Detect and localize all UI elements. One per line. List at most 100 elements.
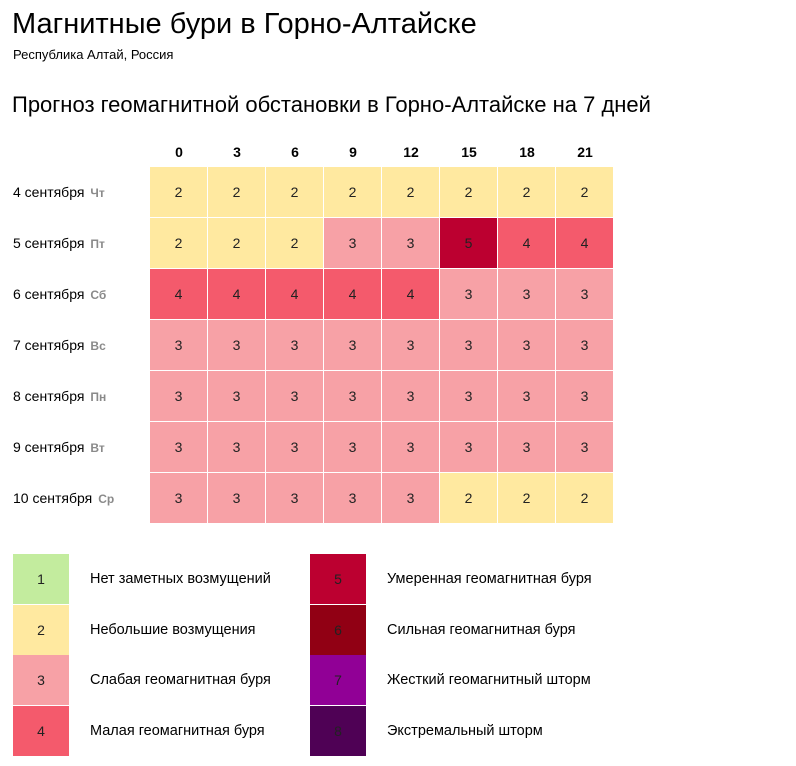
day-label: 5 сентября Пт [13,218,105,268]
legend-swatch: 7 [310,655,366,705]
heatmap-cell: 3 [556,269,613,319]
hour-header: 21 [577,144,593,160]
heatmap-cell: 3 [556,422,613,472]
day-date: 9 сентября [13,439,85,455]
heatmap-cell: 2 [498,167,555,217]
heatmap-cell: 2 [498,473,555,523]
legend-swatch: 4 [13,705,69,756]
heatmap-cell: 2 [440,167,497,217]
day-of-week: Чт [90,186,105,200]
heatmap-cell: 3 [382,422,439,472]
heatmap-cell: 3 [382,371,439,421]
legend-swatch: 8 [310,705,366,756]
heatmap-cell: 3 [440,320,497,370]
hour-header: 0 [175,144,183,160]
legend-item: 8 Экстремальный шторм [310,705,600,756]
heatmap-cell: 4 [556,218,613,268]
heatmap-cell: 3 [498,422,555,472]
hour-header: 9 [349,144,357,160]
heatmap-cell: 3 [208,371,265,421]
heatmap-cell: 4 [150,269,207,319]
heatmap-cell: 3 [498,320,555,370]
heatmap-cell: 3 [324,218,381,268]
heatmap-cell: 3 [382,320,439,370]
heatmap-cell: 4 [382,269,439,319]
hour-header: 12 [403,144,419,160]
legend-item: 2 Небольшие возмущения [13,604,303,655]
legend-item: 4 Малая геомагнитная буря [13,705,303,756]
heatmap-cell: 3 [324,371,381,421]
legend-item: 1 Нет заметных возмущений [13,554,303,604]
heatmap-cell: 4 [208,269,265,319]
heatmap-cell: 4 [324,269,381,319]
legend-item: 7 Жесткий геомагнитный шторм [310,655,600,705]
heatmap-cell: 3 [556,371,613,421]
day-of-week: Вт [90,441,105,455]
day-date: 4 сентября [13,184,85,200]
day-date: 10 сентября [13,490,93,506]
heatmap-cell: 3 [324,320,381,370]
day-label: 9 сентября Вт [13,422,105,472]
heatmap-cell: 3 [556,320,613,370]
forecast-heading: Прогноз геомагнитной обстановки в Горно-… [12,92,651,117]
legend-label: Небольшие возмущения [90,621,256,638]
hour-header: 15 [461,144,477,160]
hour-header: 6 [291,144,299,160]
heatmap-cell: 3 [382,473,439,523]
heatmap-cell: 3 [150,320,207,370]
day-of-week: Вс [90,339,106,353]
heatmap-cell: 2 [382,167,439,217]
heatmap-cell: 3 [150,422,207,472]
heatmap-cell: 3 [150,371,207,421]
hour-header: 18 [519,144,535,160]
heatmap-cell: 2 [324,167,381,217]
legend-swatch: 2 [13,604,69,655]
heatmap-cell: 3 [324,473,381,523]
hour-header: 3 [233,144,241,160]
heatmap-cell: 2 [266,218,323,268]
legend-label: Умеренная геомагнитная буря [387,571,592,587]
legend-label: Экстремальный шторм [387,722,543,739]
heatmap-cell: 3 [266,320,323,370]
heatmap-cell: 3 [266,371,323,421]
heatmap-cell: 2 [556,167,613,217]
heatmap-cell: 2 [266,167,323,217]
day-date: 7 сентября [13,337,85,353]
heatmap-cell: 3 [266,473,323,523]
heatmap-cell: 2 [150,218,207,268]
heatmap-cell: 2 [208,218,265,268]
legend-label: Малая геомагнитная буря [90,722,265,739]
day-of-week: Пн [90,390,107,404]
day-date: 5 сентября [13,235,85,251]
day-of-week: Пт [90,237,105,251]
day-label: 8 сентября Пн [13,371,106,421]
heatmap-cell: 3 [150,473,207,523]
day-label: 7 сентября Вс [13,320,106,370]
legend-label: Сильная геомагнитная буря [387,621,576,638]
day-date: 8 сентября [13,388,85,404]
legend-item: 5 Умеренная геомагнитная буря [310,554,600,604]
heatmap-cell: 2 [150,167,207,217]
legend-item: 3 Слабая геомагнитная буря [13,655,303,705]
heatmap-cell: 3 [440,269,497,319]
day-date: 6 сентября [13,286,85,302]
page-subtitle: Республика Алтай, Россия [13,47,174,62]
forecast-heatmap: 0 3 6 9 12 15 18 21 4 сентября Чт 2 2 2 2 2 2 2 2 5 сентяб… [13,144,613,523]
heatmap-cell: 3 [208,473,265,523]
heatmap-cell: 3 [208,320,265,370]
legend-swatch: 5 [310,554,366,604]
heatmap-cell: 3 [324,422,381,472]
heatmap-cell: 4 [498,218,555,268]
legend-swatch: 3 [13,655,69,705]
page-title: Магнитные бури в Горно-Алтайске [12,8,477,40]
day-label: 6 сентября Сб [13,269,106,319]
heatmap-cell: 3 [266,422,323,472]
day-of-week: Сб [90,288,107,302]
legend-item: 6 Сильная геомагнитная буря [310,604,600,655]
heatmap-cell: 5 [440,218,497,268]
heatmap-cell: 4 [266,269,323,319]
heatmap-cell: 2 [556,473,613,523]
legend-label: Нет заметных возмущений [90,571,271,587]
legend-swatch: 1 [13,554,69,604]
day-label: 4 сентября Чт [13,167,105,217]
